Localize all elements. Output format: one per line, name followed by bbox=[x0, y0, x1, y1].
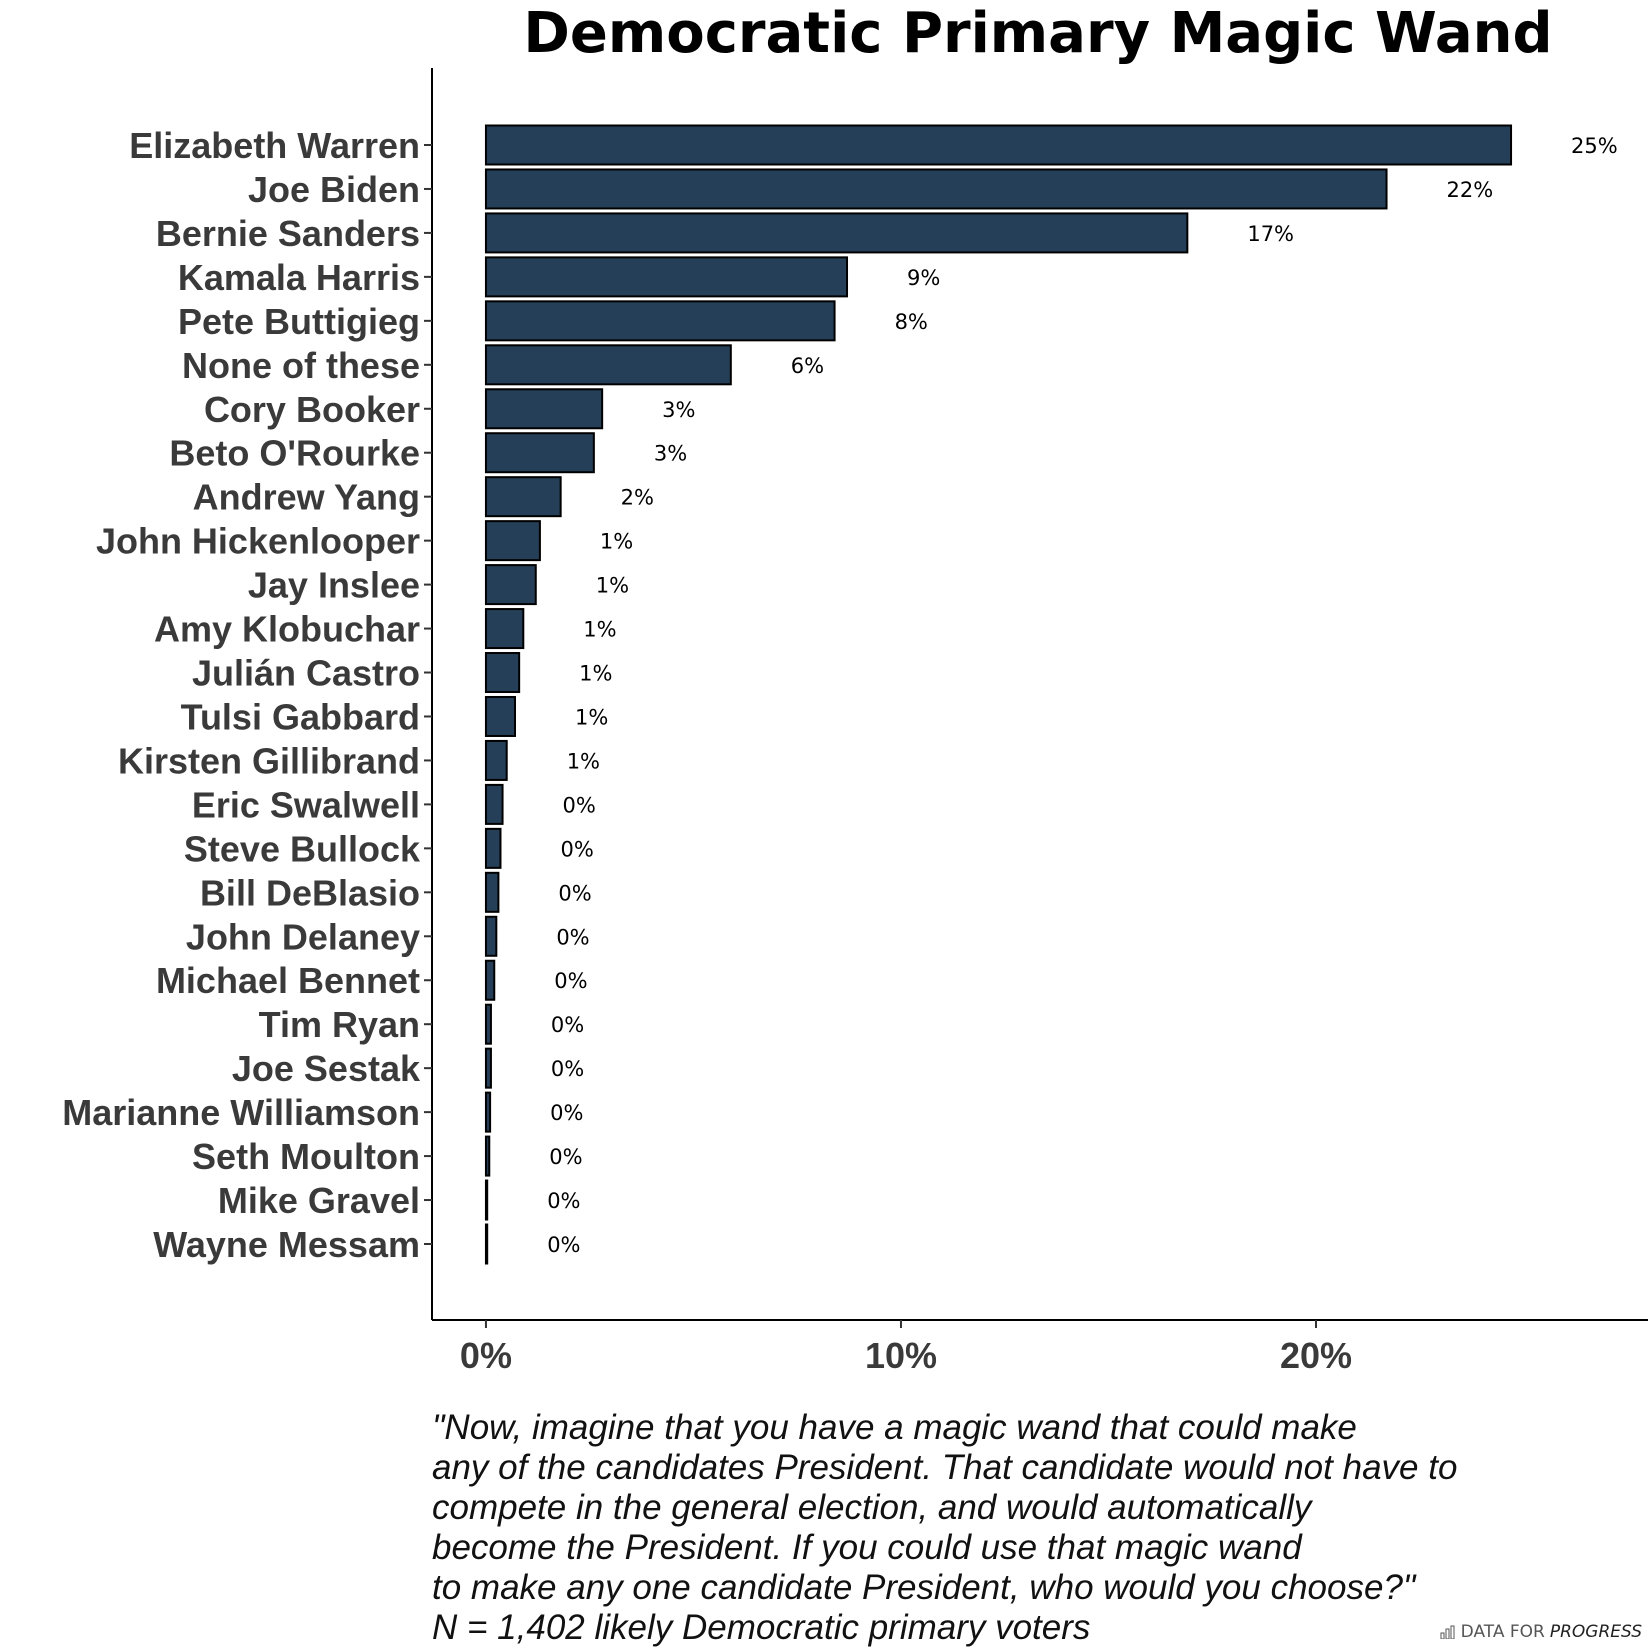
category-label: Pete Buttigieg bbox=[178, 301, 420, 342]
category-label: Bill DeBlasio bbox=[200, 872, 420, 913]
data-label: 0% bbox=[551, 1013, 584, 1037]
caption-line: to make any one candidate President, who… bbox=[432, 1568, 1416, 1607]
category-label: Amy Klobuchar bbox=[154, 609, 420, 650]
bar bbox=[484, 871, 500, 913]
sample-size-note: N = 1,402 likely Democratic primary vote… bbox=[432, 1608, 1091, 1647]
data-label: 8% bbox=[895, 310, 928, 334]
bar bbox=[484, 168, 1388, 210]
category-label: Julián Castro bbox=[192, 653, 420, 694]
bar bbox=[484, 1135, 491, 1177]
bar bbox=[484, 783, 504, 825]
x-tick-label: 0% bbox=[460, 1335, 512, 1376]
category-label: Cory Booker bbox=[204, 389, 420, 430]
data-label: 0% bbox=[547, 1189, 580, 1213]
data-label: 25% bbox=[1571, 134, 1618, 158]
bar bbox=[484, 212, 1189, 254]
data-label: 0% bbox=[551, 1057, 584, 1081]
caption-line: compete in the general election, and wou… bbox=[432, 1488, 1312, 1527]
bar bbox=[484, 695, 517, 737]
brand-prefix: DATA FOR bbox=[1460, 1622, 1545, 1642]
bar bbox=[484, 1179, 489, 1221]
category-label: John Hickenlooper bbox=[96, 521, 420, 562]
caption-line: any of the candidates President. That ca… bbox=[432, 1448, 1458, 1487]
bar bbox=[484, 827, 502, 869]
category-label: Wayne Messam bbox=[153, 1224, 420, 1265]
bar bbox=[484, 959, 496, 1001]
category-label: Jay Inslee bbox=[248, 565, 420, 606]
bar bbox=[484, 476, 562, 518]
category-label: Steve Bullock bbox=[184, 828, 421, 869]
data-label: 1% bbox=[600, 530, 633, 554]
caption-line: "Now, imagine that you have a magic wand… bbox=[432, 1408, 1357, 1447]
category-label: Beto O'Rourke bbox=[169, 433, 420, 474]
category-label: Andrew Yang bbox=[193, 477, 420, 518]
brand-name: PROGRESS bbox=[1549, 1622, 1642, 1642]
bar bbox=[484, 915, 498, 957]
data-label: 0% bbox=[563, 793, 596, 817]
data-label: 0% bbox=[556, 925, 589, 949]
survey-question-caption: "Now, imagine that you have a magic wand… bbox=[432, 1408, 1552, 1648]
plot-area: 0% 10% 20% Elizabeth Warren 25% Joe Biden 22% B… bbox=[62, 68, 1648, 1376]
bar bbox=[484, 1091, 492, 1133]
caption-line: become the President. If you could use t… bbox=[432, 1528, 1302, 1567]
bar bbox=[484, 1047, 492, 1089]
category-label: Joe Biden bbox=[248, 169, 420, 210]
bar bbox=[484, 344, 732, 386]
bar bbox=[484, 1223, 489, 1265]
chart-title: Democratic Primary Magic Wand bbox=[523, 1, 1552, 66]
data-label: 6% bbox=[791, 354, 824, 378]
bar bbox=[484, 739, 508, 781]
bar bbox=[484, 564, 537, 606]
bar bbox=[484, 520, 541, 562]
bar bbox=[484, 608, 525, 650]
brand-logo: DATA FOR PROGRESS bbox=[1440, 1622, 1642, 1642]
bar bbox=[484, 432, 595, 474]
x-tick-label: 20% bbox=[1280, 1335, 1352, 1376]
data-label: 2% bbox=[621, 486, 654, 510]
bar bbox=[484, 388, 604, 430]
data-label: 0% bbox=[554, 969, 587, 993]
bar-chart-icon bbox=[1440, 1625, 1455, 1639]
data-label: 17% bbox=[1247, 222, 1294, 246]
data-label: 1% bbox=[583, 618, 616, 642]
category-label: Elizabeth Warren bbox=[129, 125, 420, 166]
category-label: Eric Swalwell bbox=[192, 784, 420, 825]
x-tick-label: 10% bbox=[865, 1335, 937, 1376]
category-label: Seth Moulton bbox=[192, 1136, 420, 1177]
category-label: Kirsten Gillibrand bbox=[118, 740, 420, 781]
bar bbox=[484, 652, 521, 694]
category-label: Marianne Williamson bbox=[62, 1092, 420, 1133]
data-label: 0% bbox=[558, 881, 591, 905]
data-label: 3% bbox=[662, 398, 695, 422]
bar bbox=[484, 256, 849, 298]
data-label: 9% bbox=[907, 266, 940, 290]
category-label: None of these bbox=[182, 345, 420, 386]
data-label: 1% bbox=[567, 749, 600, 773]
category-label: John Delaney bbox=[186, 916, 420, 957]
data-label: 0% bbox=[550, 1101, 583, 1125]
category-label: Joe Sestak bbox=[232, 1048, 421, 1089]
data-label: 3% bbox=[654, 442, 687, 466]
data-label: 0% bbox=[547, 1233, 580, 1257]
data-label: 1% bbox=[596, 574, 629, 598]
bar bbox=[484, 1003, 492, 1045]
data-label: 0% bbox=[549, 1145, 582, 1169]
category-label: Mike Gravel bbox=[218, 1180, 420, 1221]
category-label: Michael Bennet bbox=[156, 960, 420, 1001]
data-label: 0% bbox=[560, 837, 593, 861]
category-label: Bernie Sanders bbox=[156, 213, 420, 254]
category-label: Tulsi Gabbard bbox=[181, 696, 420, 737]
category-label: Tim Ryan bbox=[259, 1004, 420, 1045]
data-label: 1% bbox=[579, 662, 612, 686]
data-label: 1% bbox=[575, 705, 608, 729]
bar bbox=[484, 300, 836, 342]
category-label: Kamala Harris bbox=[178, 257, 420, 298]
bar bbox=[484, 124, 1513, 166]
data-label: 22% bbox=[1447, 178, 1494, 202]
